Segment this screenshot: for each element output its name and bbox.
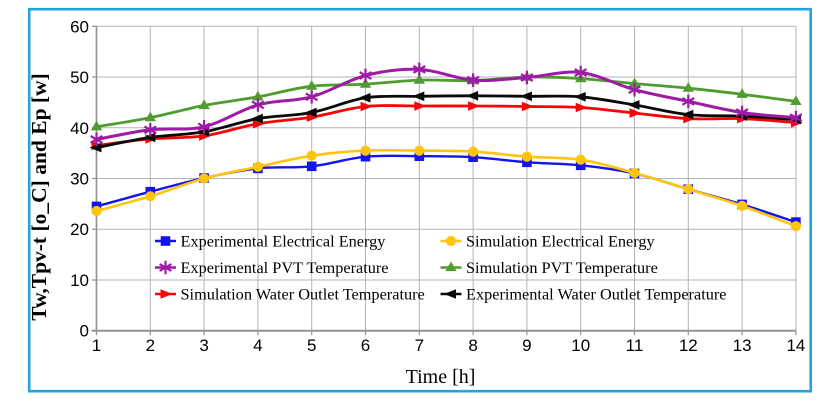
svg-text:Simulation PVT Temperature: Simulation PVT Temperature (466, 258, 658, 277)
svg-text:Experimental Water Outlet Temp: Experimental Water Outlet Temperature (466, 285, 727, 304)
svg-text:3: 3 (199, 336, 208, 355)
svg-text:Simulation Electrical Energy: Simulation Electrical Energy (466, 232, 656, 251)
svg-text:11: 11 (626, 336, 644, 355)
svg-text:13: 13 (733, 336, 752, 355)
svg-text:6: 6 (361, 336, 370, 355)
svg-text:1: 1 (92, 336, 101, 355)
svg-text:10: 10 (571, 336, 590, 355)
svg-text:12: 12 (679, 336, 698, 355)
svg-text:20: 20 (70, 220, 89, 239)
svg-text:Experimental PVT Temperature: Experimental PVT Temperature (181, 258, 389, 277)
svg-text:Tw,Tpv-t [o_C] and Ep [w]: Tw,Tpv-t [o_C] and Ep [w] (27, 73, 51, 320)
svg-text:60: 60 (70, 17, 89, 36)
svg-text:4: 4 (253, 336, 262, 355)
svg-text:30: 30 (70, 170, 89, 189)
svg-text:10: 10 (70, 271, 89, 290)
svg-text:Time [h]: Time [h] (406, 366, 476, 388)
svg-text:7: 7 (415, 336, 424, 355)
svg-text:50: 50 (70, 68, 89, 87)
svg-text:Experimental Electrical Energy: Experimental Electrical Energy (181, 232, 387, 251)
svg-text:14: 14 (786, 336, 805, 355)
svg-text:0: 0 (80, 322, 89, 341)
svg-text:5: 5 (307, 336, 316, 355)
svg-text:9: 9 (522, 336, 531, 355)
svg-text:2: 2 (146, 336, 155, 355)
svg-text:40: 40 (70, 119, 89, 138)
svg-text:8: 8 (468, 336, 477, 355)
svg-text:Simulation Water Outlet Temper: Simulation Water Outlet Temperature (181, 285, 425, 304)
